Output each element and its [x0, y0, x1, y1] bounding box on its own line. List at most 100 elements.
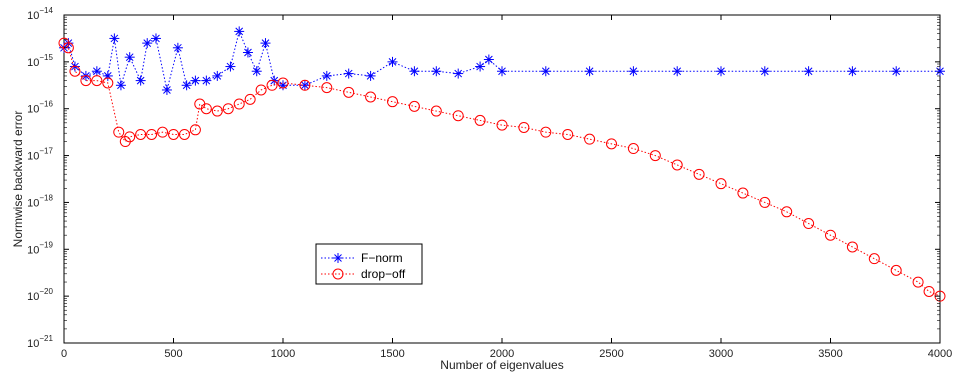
y-tick-label: 10−19: [27, 240, 53, 256]
data-point: [178, 128, 190, 140]
data-point: [759, 66, 770, 77]
x-tick-label: 3500: [818, 348, 842, 360]
data-point: [91, 66, 102, 77]
data-point: [135, 75, 146, 86]
data-point: [321, 70, 332, 81]
data-point: [150, 33, 161, 44]
data-point: [912, 276, 924, 288]
data-point: [627, 143, 639, 155]
data-point: [260, 38, 271, 49]
data-point: [935, 66, 945, 77]
x-tick-label: 2000: [490, 348, 514, 360]
data-point: [244, 93, 256, 105]
data-point: [540, 126, 552, 138]
data-point: [200, 103, 212, 115]
series-line-0: [63, 29, 940, 91]
data-point: [181, 80, 192, 91]
x-tick-label: 500: [164, 348, 182, 360]
y-tick-label: 10−17: [27, 147, 53, 163]
y-tick-label: 10−18: [27, 193, 53, 209]
y-tick-label: 10−15: [27, 53, 53, 69]
data-point: [255, 84, 267, 96]
data-point: [212, 70, 223, 81]
legend-marker-fnorm: [333, 253, 343, 263]
data-point: [124, 52, 135, 63]
data-point: [453, 68, 464, 79]
y-tick-label: 10−14: [27, 6, 53, 22]
data-point: [715, 178, 727, 190]
data-point: [890, 264, 902, 276]
data-point: [868, 253, 880, 265]
legend-marker-symbol: [332, 268, 344, 280]
data-point: [496, 119, 508, 131]
series-0: [59, 26, 945, 95]
x-tick-label: 1000: [271, 348, 295, 360]
data-point: [69, 65, 81, 77]
data-point: [201, 75, 212, 86]
data-point: [628, 66, 639, 77]
data-point: [562, 128, 574, 140]
data-point: [299, 79, 311, 91]
x-tick-label: 2500: [599, 348, 623, 360]
y-tick-label: 10−21: [27, 334, 53, 350]
series-line-1: [63, 42, 941, 297]
series-layer: [58, 26, 946, 302]
x-tick-label: 1500: [380, 348, 404, 360]
legend-marker-dropoff: [332, 268, 344, 280]
data-point: [142, 38, 153, 49]
data-point: [693, 168, 705, 180]
data-point: [113, 126, 125, 138]
data-point: [321, 82, 333, 94]
data-point: [387, 56, 398, 67]
x-tick-label: 4000: [928, 348, 952, 360]
data-point: [409, 66, 420, 77]
data-point: [146, 128, 158, 140]
data-point: [474, 114, 486, 126]
data-point: [251, 66, 262, 77]
data-point: [278, 80, 288, 91]
data-point: [343, 68, 354, 79]
data-point: [80, 75, 92, 87]
data-point: [452, 110, 464, 122]
series-1: [58, 37, 946, 302]
data-point: [781, 206, 793, 218]
ticks-layer: 0 500 1000 1500 2000 2500 3000 3500 4000 10−21 10−…: [27, 6, 952, 360]
data-point: [102, 77, 114, 89]
data-point: [803, 66, 814, 77]
legend-label-dropoff: drop−off: [361, 267, 406, 281]
data-point: [737, 187, 749, 199]
data-point: [518, 121, 530, 133]
data-point: [430, 105, 442, 117]
data-point: [649, 150, 661, 162]
data-point: [606, 138, 617, 150]
data-point: [172, 42, 183, 53]
legend-marker-symbol: [333, 253, 343, 263]
legend: F−norm drop−off: [315, 243, 423, 285]
y-tick-label: 10−16: [27, 100, 53, 116]
data-point: [846, 241, 858, 253]
data-point: [584, 133, 596, 145]
data-point: [483, 54, 494, 65]
y-axis-label: Normwise backward error: [11, 111, 25, 248]
data-point: [387, 96, 398, 108]
data-point: [891, 66, 902, 77]
data-point: [475, 61, 486, 72]
data-point: [124, 131, 136, 143]
data-point: [157, 126, 169, 138]
data-point: [190, 75, 201, 86]
data-point: [540, 66, 551, 77]
data-point: [168, 128, 179, 140]
data-point: [222, 103, 234, 115]
x-tick-label: 3000: [709, 348, 733, 360]
y-tick-label: 10−20: [27, 287, 53, 303]
data-point: [672, 66, 683, 77]
x-tick-label: 0: [61, 348, 67, 360]
data-point: [671, 159, 683, 171]
data-point: [408, 100, 420, 112]
data-point: [803, 218, 815, 230]
data-point: [365, 70, 376, 81]
data-point: [847, 66, 858, 77]
data-point: [233, 98, 245, 110]
data-point: [115, 80, 126, 91]
